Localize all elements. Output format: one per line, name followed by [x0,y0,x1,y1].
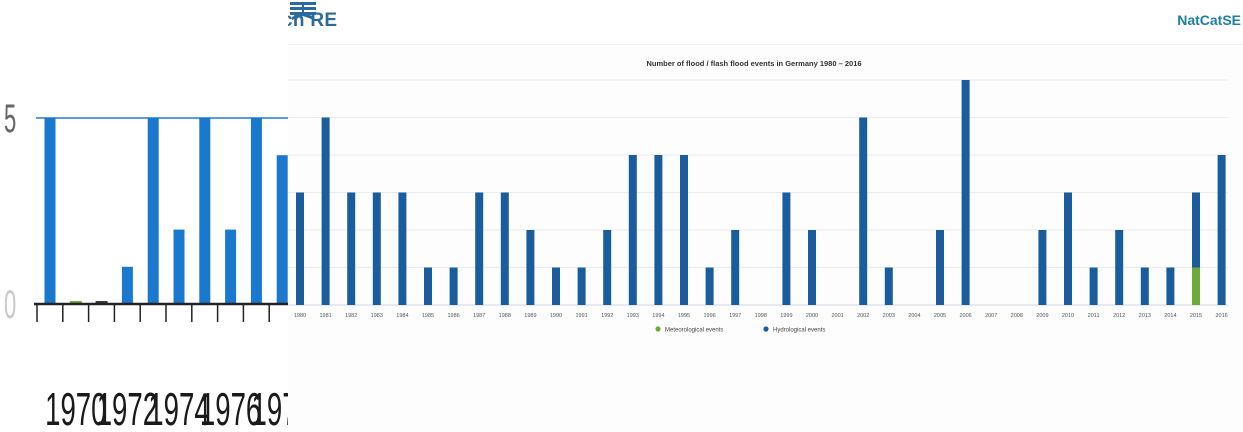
x-tick-label: 2003 [883,313,895,319]
x-tick-label: 1976 [200,385,261,432]
munich-re-logo-icon[interactable] [288,0,318,22]
x-tick-label: 2001 [831,313,843,319]
x-tick-label: 1993 [627,313,639,319]
bar-hydrological [1166,267,1175,305]
flood-events-bar-chart: Number of flood / flash flood events in … [288,59,1228,334]
x-tick-label: 2006 [959,313,971,319]
bar [173,229,185,304]
legend-meteorological-marker [655,326,661,332]
x-tick-label: 2016 [1215,313,1227,319]
legend-hydrological-marker [763,326,769,332]
x-tick-label: 1994 [652,313,664,319]
bar-hydrological [577,267,586,305]
bar-hydrological [526,230,535,305]
x-tick-label: 2002 [857,313,869,319]
bar-hydrological [1089,267,1098,305]
bar-meteorological [1192,267,1200,305]
bar-hydrological [347,192,356,305]
x-tick-label: 1991 [575,313,587,319]
x-tick-label: 2013 [1139,313,1151,319]
legend-meteorological-label: Meteorological events [665,328,723,334]
x-tick-label: 1999 [780,313,792,319]
bar-hydrological [552,267,560,305]
x-tick-label: 2000 [806,313,818,319]
x-tick-label: 2010 [1062,313,1074,319]
x-tick-label: 1992 [601,313,613,319]
x-tick-label: 1988 [499,313,511,319]
x-tick-label: 1998 [755,313,767,319]
bar [199,118,211,304]
bar-hydrological [1064,192,1072,305]
x-tick-label: 1989 [524,313,536,319]
bar-hydrological [372,192,381,305]
bar-hydrological [1192,192,1200,268]
bar-hydrological [1217,155,1226,305]
bar-hydrological [500,192,509,305]
bar-hydrological [628,155,637,305]
product-name[interactable]: NatCatSE [1177,12,1241,28]
bar-hydrological [1115,230,1124,305]
bar [44,118,56,304]
x-tick-label: 1984 [396,313,408,319]
site-header: ch RE NatCatSE [288,0,1243,45]
bar-hydrological [321,117,330,305]
x-tick-label: 1997 [729,313,741,319]
x-tick-label: 1974 [148,385,209,432]
bar-hydrological [936,230,944,305]
bar [121,266,133,304]
x-tick-label: 2011 [1088,313,1100,319]
bar [69,301,82,304]
bar [225,229,237,304]
x-tick-label: 1986 [447,313,459,319]
x-tick-label: 2007 [985,313,997,319]
x-tick-label: 1972 [97,385,158,432]
x-tick-label: 1983 [371,313,383,319]
chart-title: Number of flood / flash flood events in … [646,59,861,68]
bar-hydrological [884,267,893,305]
x-tick-label: 1995 [678,313,690,319]
right-chart-panel: ch RE NatCatSE Number of flood / flash f… [288,0,1243,432]
x-tick-label: 2008 [1011,313,1023,319]
bar-hydrological [961,80,970,305]
bar-hydrological [475,192,484,305]
bar-hydrological [731,230,740,305]
bar-hydrological [705,267,714,305]
x-tick-label: 2009 [1036,313,1048,319]
bar-hydrological [680,155,688,305]
left-chart-panel: 0 5 19701972197419761978 [0,0,288,432]
x-tick-label: 2014 [1164,313,1176,319]
x-tick-label: 1980 [294,313,306,319]
bar-hydrological [1038,230,1047,305]
legend-hydrological-label: Hydrological events [773,328,825,334]
bar-hydrological [859,117,868,305]
bar [95,301,108,304]
bar [276,155,288,304]
bar-hydrological [449,267,458,305]
bar-hydrological [603,230,612,305]
bar [250,118,262,304]
x-tick-label: 1978 [252,385,288,432]
x-tick-label: 2004 [908,313,920,319]
x-tick-label: 1987 [473,313,485,319]
x-tick-label: 1981 [319,313,331,319]
x-tick-label: 1985 [422,313,434,319]
bar-hydrological [424,267,432,305]
left-bar-chart: 0 5 19701972197419761978 [4,96,288,432]
x-tick-label: 1996 [703,313,715,319]
bar [147,118,159,304]
x-tick-label: 2012 [1113,313,1125,319]
y-tick-label: 0 [4,282,16,327]
bar-hydrological [1140,267,1149,305]
bar-hydrological [654,155,663,305]
x-tick-label: 1982 [345,313,357,319]
bar-hydrological [296,192,304,305]
x-tick-label: 1990 [550,313,562,319]
bar-hydrological [398,192,407,305]
y-tick-label: 5 [4,96,16,141]
x-tick-label: 2005 [934,313,946,319]
x-tick-label: 2015 [1190,313,1202,319]
bar-hydrological [808,230,816,305]
x-tick-label: 1970 [45,385,106,432]
bar-hydrological [782,192,791,305]
